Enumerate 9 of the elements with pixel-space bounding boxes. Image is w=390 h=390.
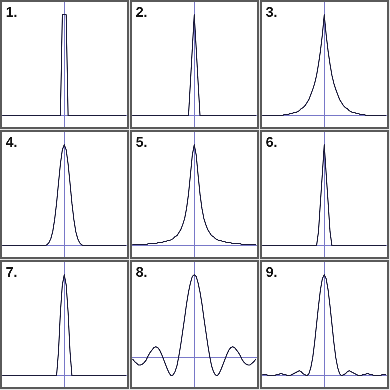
chart-title: 4. bbox=[6, 134, 18, 150]
chart-title: 5. bbox=[136, 134, 148, 150]
chart-title: 3. bbox=[266, 4, 278, 20]
chart-title: 7. bbox=[6, 264, 18, 280]
chart-title: 2. bbox=[136, 4, 148, 20]
chart-title: 1. bbox=[6, 4, 18, 20]
chart-title: 9. bbox=[266, 264, 278, 280]
chart-title: 8. bbox=[136, 264, 148, 280]
chart-title: 6. bbox=[266, 134, 278, 150]
